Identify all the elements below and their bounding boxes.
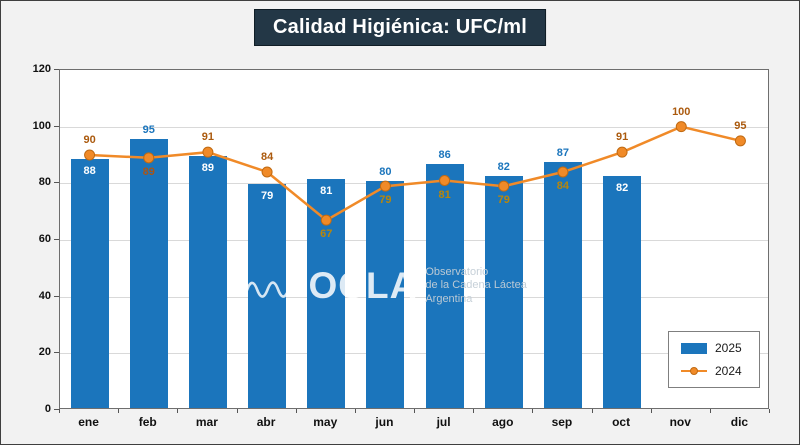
gridline-40 bbox=[60, 296, 768, 298]
bar-2025-mar bbox=[188, 155, 227, 408]
bar-2025-feb bbox=[129, 138, 168, 408]
legend-entry-2024: 2024 bbox=[681, 364, 747, 378]
gridline-60 bbox=[60, 240, 768, 241]
x-axis-label-jul: jul bbox=[436, 415, 451, 429]
x-axis-label-mar: mar bbox=[195, 415, 218, 429]
bar-2025-oct bbox=[603, 175, 642, 408]
legend-bar-swatch-icon bbox=[681, 342, 707, 354]
y-axis-tick-label-80: 80 bbox=[38, 176, 51, 189]
y-axis-tick-label-60: 60 bbox=[38, 233, 51, 245]
legend-entry-2025: 2025 bbox=[681, 341, 747, 355]
line-path bbox=[89, 125, 741, 222]
bar-value-label-may: 81 bbox=[320, 184, 333, 197]
line-value-label-ago: 79 bbox=[497, 194, 510, 207]
bar-value-label-oct: 82 bbox=[615, 181, 629, 194]
x-axis-tick-mark bbox=[59, 409, 60, 413]
y-axis-tick-label-20: 20 bbox=[38, 346, 51, 359]
line-point-ago bbox=[498, 180, 510, 192]
x-axis-label-jun: jun bbox=[375, 415, 394, 429]
legend-marker-dot-icon bbox=[690, 367, 698, 375]
x-axis-tick-mark bbox=[118, 409, 120, 413]
line-point-jul bbox=[439, 175, 451, 186]
x-axis-tick-mark bbox=[709, 409, 711, 413]
line-value-label-ene: 90 bbox=[83, 134, 96, 146]
legend-line-swatch-icon bbox=[681, 367, 707, 375]
x-axis-label-may: may bbox=[313, 415, 338, 429]
y-axis-tick-mark bbox=[54, 239, 59, 240]
bar-2025-jul bbox=[425, 164, 464, 408]
line-value-label-dic: 95 bbox=[734, 119, 747, 132]
gridline-100 bbox=[60, 126, 768, 128]
y-axis-tick-mark bbox=[54, 182, 59, 184]
x-axis-label-feb: feb bbox=[138, 415, 157, 429]
y-axis-tick-mark bbox=[54, 409, 59, 410]
line-point-ene bbox=[84, 149, 96, 161]
bar-2025-ene bbox=[70, 158, 109, 408]
bar-value-label-ago: 82 bbox=[497, 160, 510, 173]
x-axis-tick-mark bbox=[414, 409, 415, 413]
x-axis-label-sep: sep bbox=[551, 415, 573, 429]
line-value-label-jul: 81 bbox=[438, 188, 451, 201]
x-axis-tick-mark bbox=[769, 409, 770, 413]
y-axis-tick-mark bbox=[54, 125, 59, 127]
legend-label-2024: 2024 bbox=[715, 364, 742, 378]
line-point-dic bbox=[734, 135, 746, 147]
line-value-label-sep: 84 bbox=[556, 180, 570, 192]
y-axis-tick-mark bbox=[54, 295, 59, 297]
x-axis-label-abr: abr bbox=[256, 415, 276, 429]
line-point-jun bbox=[379, 180, 391, 192]
line-value-label-oct: 91 bbox=[615, 131, 629, 144]
x-axis-label-oct: oct bbox=[612, 415, 631, 429]
bar-value-label-sep: 87 bbox=[556, 146, 570, 159]
line-point-abr bbox=[261, 166, 273, 178]
y-axis-tick-mark bbox=[54, 69, 59, 70]
bar-2025-sep bbox=[543, 161, 582, 408]
line-value-label-may: 67 bbox=[320, 228, 333, 241]
legend-label-2025: 2025 bbox=[715, 341, 742, 355]
bar-value-label-ene: 88 bbox=[83, 164, 96, 177]
y-axis-tick-label-0: 0 bbox=[44, 403, 51, 415]
line-series-2024 bbox=[84, 121, 746, 226]
line-point-mar bbox=[202, 146, 214, 158]
bar-value-label-jul: 86 bbox=[438, 149, 451, 162]
line-point-nov bbox=[675, 121, 687, 133]
line-value-label-abr: 84 bbox=[260, 151, 274, 163]
line-value-label-mar: 91 bbox=[201, 131, 215, 144]
y-axis-tick-label-120: 120 bbox=[32, 63, 51, 75]
line-value-label-feb: 89 bbox=[142, 165, 155, 178]
x-axis-tick-mark bbox=[177, 409, 179, 413]
line-point-may bbox=[320, 214, 332, 226]
plot-area: 88 95 89 79 81 80 86 82 87 82 90 89 91 84 67 79 81 79 84 91… bbox=[59, 69, 769, 409]
x-axis-tick-mark bbox=[354, 409, 356, 413]
x-axis-label-dic: dic bbox=[730, 415, 749, 429]
line-value-label-jun: 79 bbox=[379, 194, 392, 207]
legend: 2025 2024 bbox=[668, 331, 760, 388]
y-axis-tick-label-40: 40 bbox=[38, 289, 51, 302]
line-point-feb bbox=[143, 152, 155, 164]
y-axis-tick-mark bbox=[54, 352, 59, 354]
bar-2025-ago bbox=[484, 175, 523, 408]
bar-value-label-jun: 80 bbox=[379, 166, 392, 179]
bar-value-label-feb: 95 bbox=[142, 123, 155, 136]
x-axis-label-nov: nov bbox=[669, 415, 691, 429]
x-axis-tick-mark bbox=[236, 409, 238, 413]
gridline-20 bbox=[60, 353, 768, 355]
line-point-sep bbox=[557, 166, 569, 178]
bar-2025-jun bbox=[366, 181, 405, 408]
x-axis-tick-mark bbox=[591, 409, 593, 413]
bar-value-label-abr: 79 bbox=[260, 190, 274, 203]
bar-value-label-mar: 89 bbox=[201, 161, 215, 174]
line-value-label-nov: 100 bbox=[672, 105, 691, 118]
x-axis-tick-mark bbox=[532, 409, 534, 413]
x-axis-label-ene: ene bbox=[78, 415, 99, 429]
x-axis-label-ago: ago bbox=[492, 415, 514, 429]
x-axis-tick-mark bbox=[295, 409, 297, 413]
y-axis-tick-label-100: 100 bbox=[32, 119, 51, 132]
x-axis-tick-mark bbox=[473, 409, 475, 413]
line-point-oct bbox=[616, 146, 628, 158]
x-axis-tick-mark bbox=[650, 409, 652, 413]
chart-title: Calidad Higiénica: UFC/ml bbox=[254, 9, 546, 46]
